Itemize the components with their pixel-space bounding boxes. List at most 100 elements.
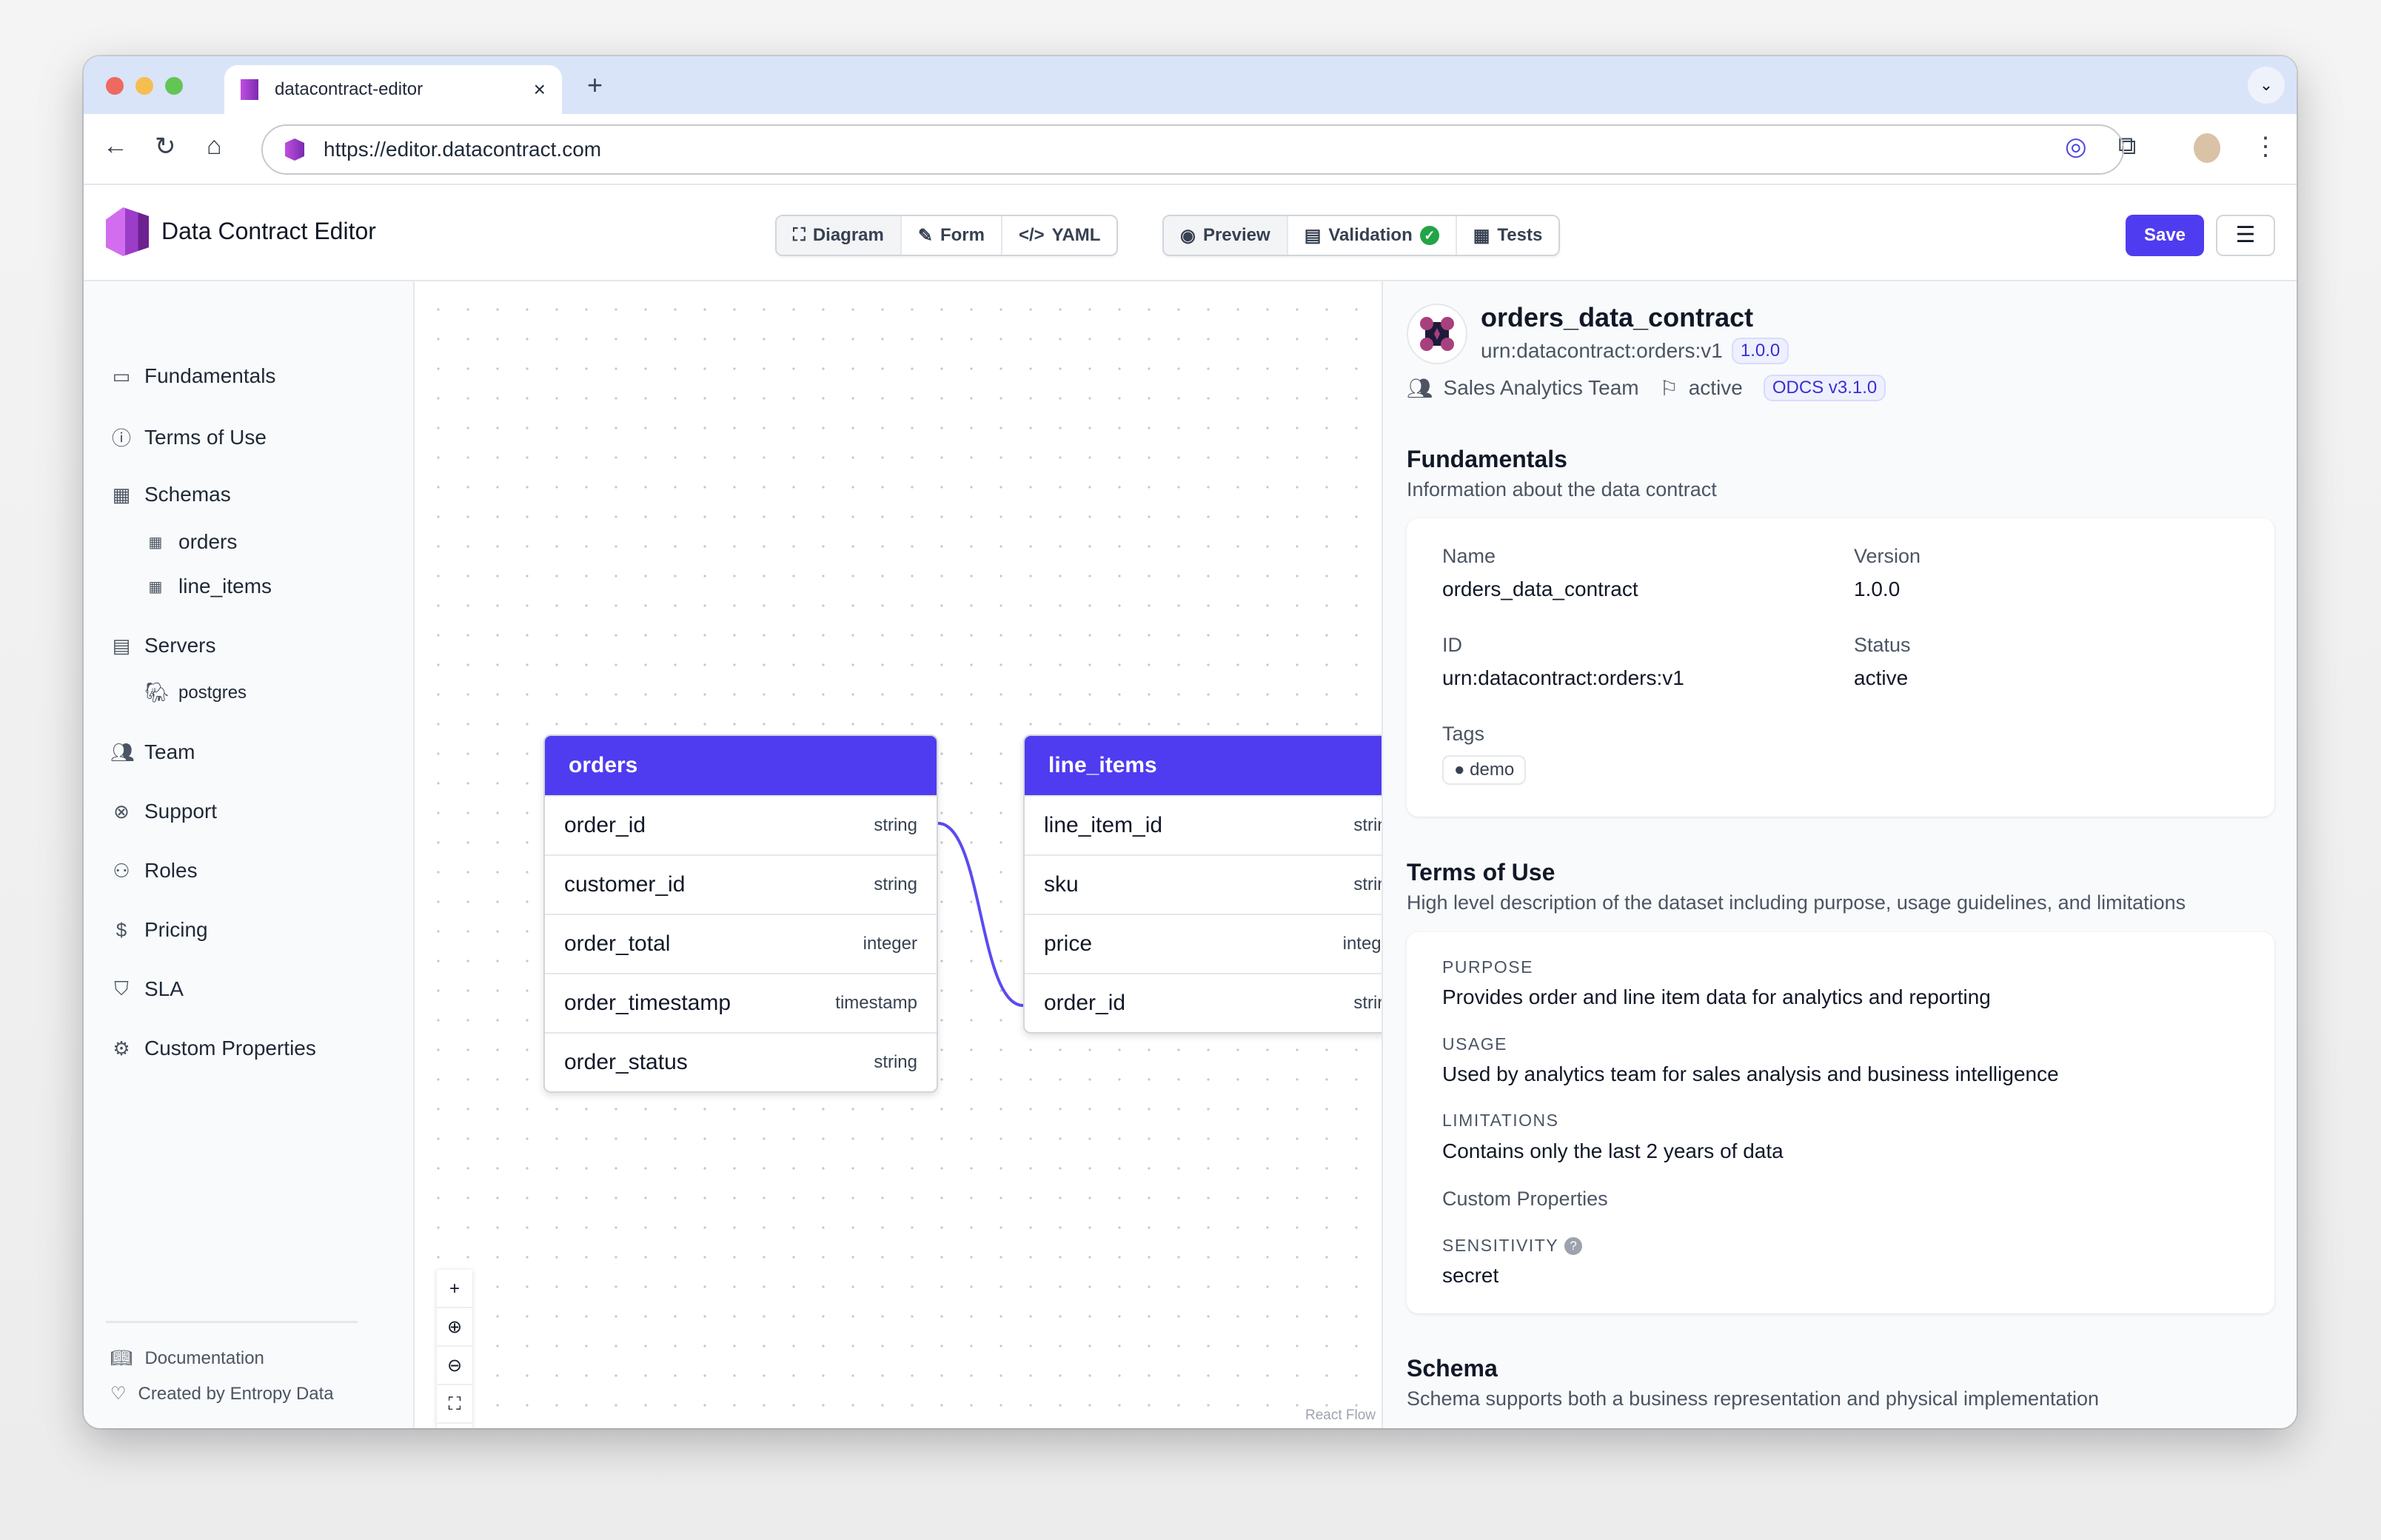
edit-icon: ✎ <box>917 225 933 246</box>
field-row[interactable]: line_item_id string <box>1025 795 1416 854</box>
id-value: urn:datacontract:orders:v1 <box>1442 666 1684 689</box>
credit-link[interactable]: ♡ Created by Entropy Data <box>110 1383 334 1405</box>
profile-avatar[interactable] <box>2194 133 2220 163</box>
documentation-label: Documentation <box>144 1348 264 1368</box>
app-header: Data Contract Editor ⛶ Diagram ✎ Form </> Y… <box>84 185 2297 281</box>
field-type: string <box>874 815 917 835</box>
maximize-window-button[interactable] <box>165 77 183 95</box>
edge-layer <box>937 822 1024 1007</box>
tab-tests[interactable]: ▦ Tests <box>1457 216 1559 255</box>
tab-diagram[interactable]: ⛶ Diagram <box>777 216 902 255</box>
sensitivity-value: secret <box>1442 1264 1499 1287</box>
tab-label: Validation <box>1328 225 1413 245</box>
terms-card: PURPOSE Provides order and line item dat… <box>1407 932 2274 1313</box>
field-name: order_status <box>564 1050 688 1074</box>
field-name: order_id <box>564 813 646 837</box>
name-label: Name <box>1442 545 1496 567</box>
tab-label: YAML <box>1051 225 1101 245</box>
save-button[interactable]: Save <box>2126 215 2204 256</box>
minimize-window-button[interactable] <box>135 77 153 95</box>
field-row[interactable]: price integer <box>1025 914 1416 973</box>
tab-label: Preview <box>1202 225 1270 245</box>
id-label: ID <box>1442 634 1462 656</box>
schema-description: Schema supports both a business represen… <box>1407 1387 2100 1410</box>
book-icon: 📖︎ <box>110 1348 133 1368</box>
zoom-out-icon[interactable]: ⊖ <box>437 1347 472 1385</box>
field-name: order_total <box>564 931 671 956</box>
tab-validation[interactable]: ▤ Validation ✓ <box>1288 216 1457 255</box>
tab-yaml[interactable]: </> YAML <box>1002 216 1116 255</box>
tag-text: demo <box>1470 760 1515 780</box>
url-input[interactable]: https://editor.datacontract.com <box>261 124 2124 175</box>
sidebar-item-label: Roles <box>144 859 198 882</box>
more-vert-icon[interactable]: ⋮ <box>2253 133 2278 161</box>
sidebar-item-orders[interactable]: ▦ orders <box>144 530 238 554</box>
fit-view-icon[interactable]: ⛶ <box>437 1385 472 1424</box>
add-icon[interactable]: + <box>437 1270 472 1308</box>
field-row[interactable]: order_total integer <box>545 914 937 973</box>
postgres-icon: 🐘︎ <box>144 681 170 703</box>
reload-icon[interactable]: ↻ <box>155 133 176 161</box>
field-name: line_item_id <box>1044 813 1163 837</box>
field-name: price <box>1044 931 1093 956</box>
diagram-canvas[interactable]: orders order_id string customer_id string ord… <box>415 281 1418 1428</box>
field-row[interactable]: customer_id string <box>545 854 937 914</box>
home-icon[interactable]: ⌂ <box>207 132 222 160</box>
sidebar-item-label: postgres <box>178 682 247 703</box>
field-row[interactable]: sku string <box>1025 854 1416 914</box>
tab-search-button[interactable]: ⌄ <box>2248 67 2285 104</box>
tab-label: Form <box>940 225 985 245</box>
contract-meta: 👥︎ Sales Analytics Team ⚐ active ODCS v3.1… <box>1407 375 1886 401</box>
flag-icon: ⚐ <box>1659 376 1678 400</box>
table-node-orders[interactable]: orders order_id string customer_id string ord… <box>543 734 938 1093</box>
sidebar-item-label: line_items <box>178 575 272 597</box>
field-type: integer <box>863 934 917 954</box>
name-value: orders_data_contract <box>1442 578 1638 600</box>
relationship-edge[interactable] <box>937 822 1024 1007</box>
tables-icon: ▦ <box>112 483 131 506</box>
sidebar-item-label: Support <box>144 800 218 823</box>
sidebar-item-postgres[interactable]: 🐘︎ postgres <box>144 681 247 704</box>
documentation-link[interactable]: 📖︎ Documentation <box>110 1348 264 1369</box>
close-window-button[interactable] <box>106 77 124 95</box>
browser-tab[interactable]: datacontract-editor × <box>224 65 562 114</box>
team-name: Sales Analytics Team <box>1443 376 1639 399</box>
status-value: active <box>1854 666 1909 689</box>
extension-icon[interactable]: ◎ <box>2065 133 2087 161</box>
table-node-line_items[interactable]: line_items line_item_id string sku string pri… <box>1023 734 1418 1034</box>
sidebar-item-pricing[interactable]: $ Pricing <box>110 918 208 942</box>
help-icon[interactable]: ? <box>1564 1236 1583 1255</box>
field-row[interactable]: order_status string <box>545 1032 937 1091</box>
credit-label: Created by Entropy Data <box>138 1383 334 1404</box>
contract-name: orders_data_contract <box>1481 302 1754 332</box>
sidebar-item-fundamentals[interactable]: ▭ Fundamentals <box>110 364 276 388</box>
tab-preview[interactable]: ◉ Preview <box>1164 216 1288 255</box>
sidebar-item-terms-of-use[interactable]: ⓘ Terms of Use <box>110 424 267 451</box>
sidebar-item-schemas[interactable]: ▦ Schemas <box>110 483 231 506</box>
new-tab-button[interactable]: + <box>587 70 603 100</box>
field-name: order_timestamp <box>564 991 731 1015</box>
zoom-in-icon[interactable]: ⊕ <box>437 1308 472 1347</box>
tab-form[interactable]: ✎ Form <box>902 216 1002 255</box>
react-flow-attribution[interactable]: React Flow <box>1305 1407 1376 1423</box>
info-icon: ⓘ <box>111 427 131 449</box>
sidebar-item-team[interactable]: 👥︎ Team <box>110 740 195 764</box>
hamburger-menu-button[interactable]: ☰ <box>2216 215 2275 256</box>
close-tab-icon[interactable]: × <box>533 78 546 101</box>
sidebar-item-line-items[interactable]: ▦ line_items <box>144 575 272 598</box>
field-row[interactable]: order_id string <box>545 795 937 854</box>
table-icon: ▦ <box>148 578 163 595</box>
sidebar-item-custom-properties[interactable]: ⚙ Custom Properties <box>110 1037 316 1060</box>
help-icon[interactable]: ? <box>437 1424 472 1428</box>
sidebar-item-sla[interactable]: ⛉ SLA <box>110 977 184 1001</box>
sidebar-item-roles[interactable]: ⚇ Roles <box>110 859 198 883</box>
sidebar-item-support[interactable]: ⊗ Support <box>110 800 217 823</box>
sidebar-item-label: Servers <box>144 634 216 657</box>
back-icon[interactable]: ← <box>103 132 128 160</box>
field-row[interactable]: order_id string <box>1025 973 1416 1032</box>
field-row[interactable]: order_timestamp timestamp <box>545 973 937 1032</box>
contract-id-row: urn:datacontract:orders:v1 1.0.0 <box>1481 338 1789 364</box>
sidebar-item-servers[interactable]: ▤ Servers <box>110 634 216 657</box>
field-name: customer_id <box>564 872 686 897</box>
browser-window: datacontract-editor × + ⌄ ← ↻ ⌂ ◎ ⧉ ⋮ ht… <box>84 56 2297 1428</box>
